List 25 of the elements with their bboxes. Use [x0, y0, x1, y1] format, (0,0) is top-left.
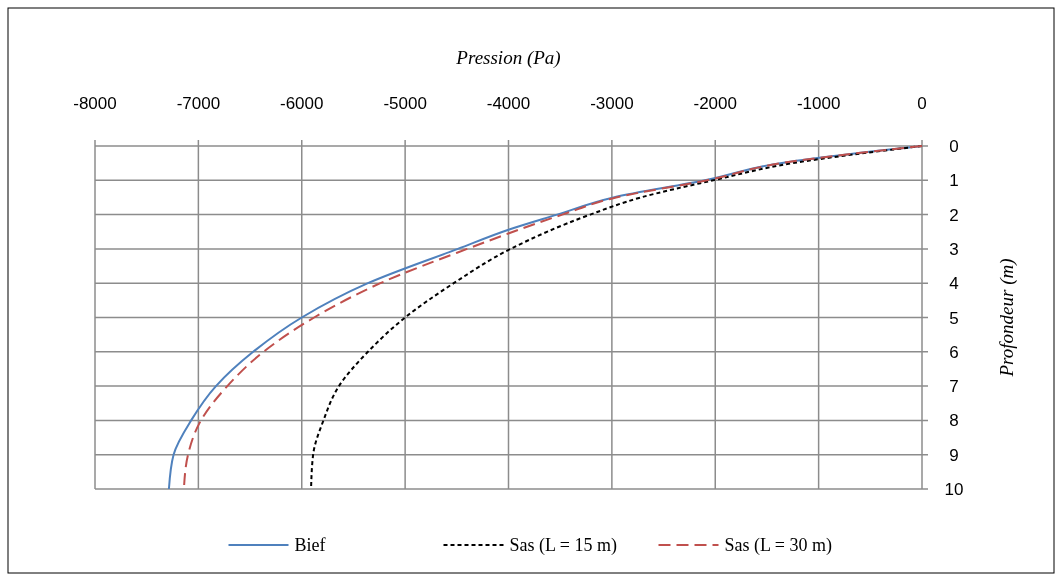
- x-tick-label: -7000: [176, 94, 221, 113]
- x-tick-label: -5000: [383, 94, 427, 113]
- legend-label: Sas (L = 30 m): [724, 535, 832, 556]
- x-tick-label: -3000: [590, 94, 634, 113]
- y-tick-label: 8: [949, 411, 959, 431]
- y-tick-label: 7: [949, 377, 959, 397]
- x-tick-label: 0: [917, 94, 927, 113]
- y-tick-label: 10: [944, 480, 964, 499]
- legend-label: Bief: [294, 535, 326, 555]
- x-tick-label: -6000: [280, 94, 324, 113]
- y-tick-label: 4: [949, 274, 959, 294]
- y-tick-label: 0: [949, 137, 959, 156]
- y-tick-label: 2: [949, 205, 959, 225]
- x-axis-title: Pression (Pa): [455, 47, 561, 69]
- y-tick-label: 9: [949, 445, 959, 465]
- x-tick-label: -4000: [486, 94, 531, 113]
- y-tick-label: 3: [949, 239, 959, 259]
- y-tick-label: 5: [949, 308, 959, 328]
- legend-label: Sas (L = 15 m): [509, 535, 617, 556]
- y-tick-label: 1: [949, 171, 959, 191]
- x-tick-label: -1000: [796, 94, 841, 113]
- x-tick-label: -2000: [693, 94, 737, 113]
- y-tick-label: 6: [949, 342, 959, 362]
- y-axis-title: Profondeur (m): [996, 258, 1018, 378]
- x-tick-label: -8000: [73, 94, 117, 113]
